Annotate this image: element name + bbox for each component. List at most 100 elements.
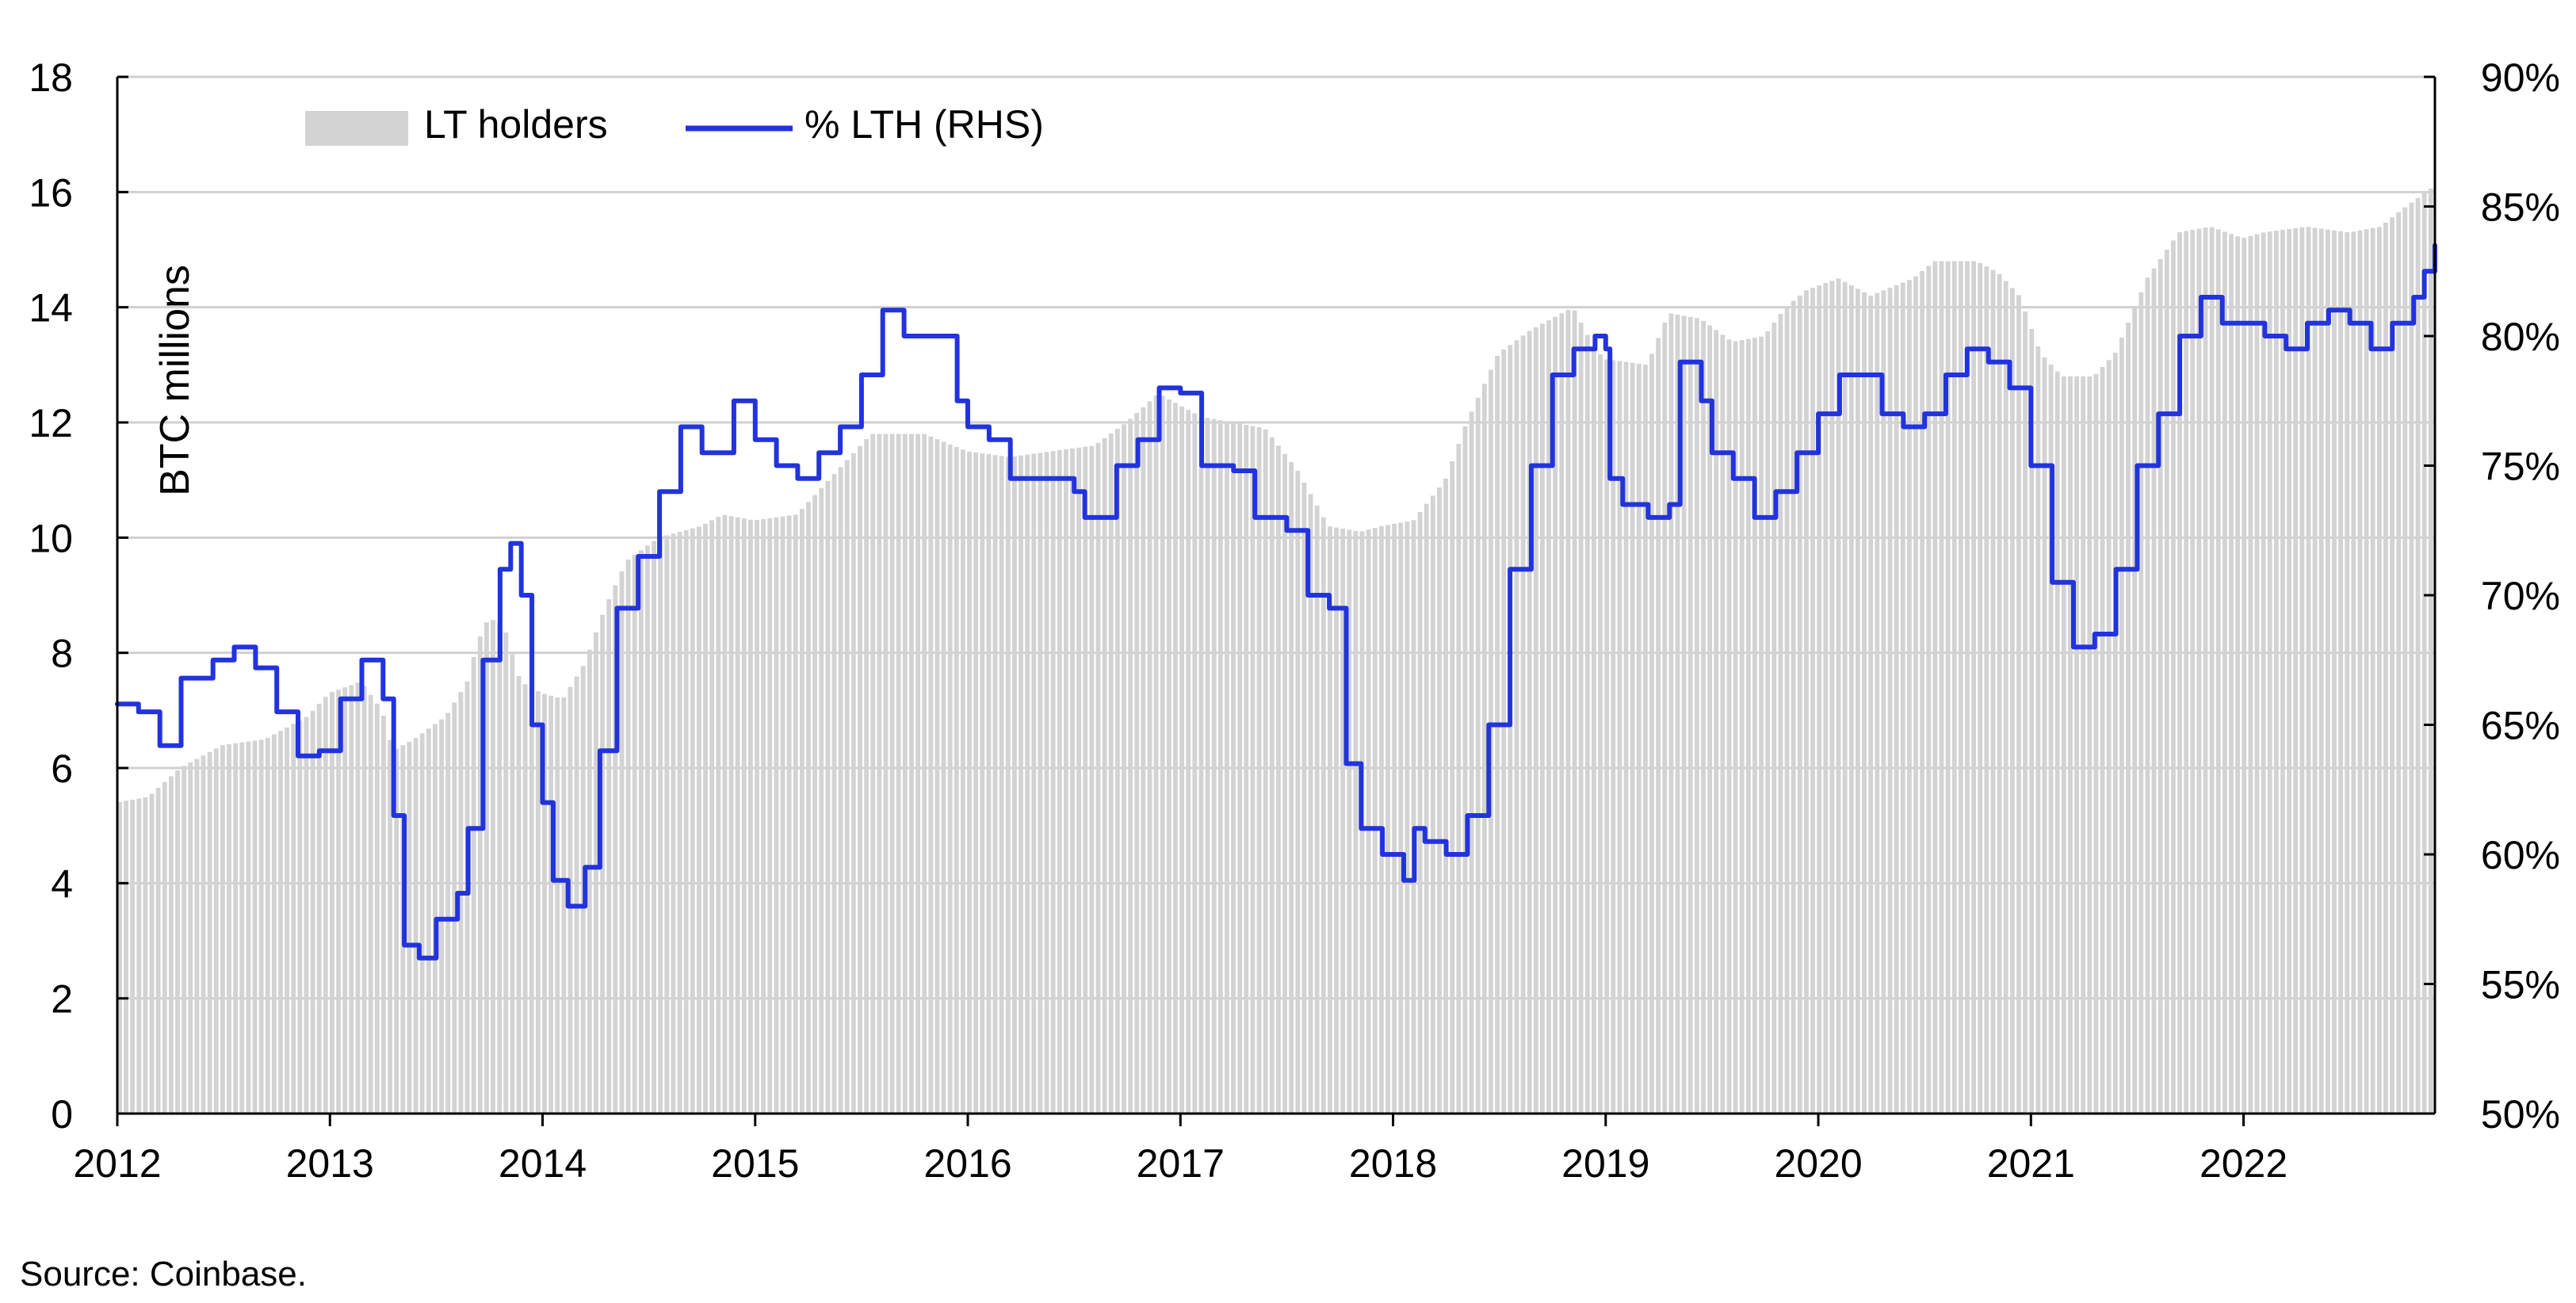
- lt-holders-bar: [1932, 261, 1938, 1114]
- lt-holders-bar: [2112, 353, 2118, 1114]
- lt-holders-bar: [1745, 338, 1751, 1114]
- lt-holders-bar: [136, 798, 142, 1114]
- lt-holders-bar: [1347, 529, 1352, 1114]
- lt-holders-bar: [1114, 429, 1120, 1114]
- lt-holders-bar: [2138, 292, 2144, 1114]
- left-tick-label: 12: [29, 401, 73, 445]
- lt-holders-bar: [471, 657, 476, 1114]
- lt-holders-bar: [477, 636, 483, 1114]
- lt-holders-bar: [883, 434, 889, 1114]
- lt-holders-bar: [831, 474, 837, 1114]
- lt-holders-bar: [999, 456, 1004, 1114]
- lt-holders-bar: [902, 434, 908, 1114]
- lt-holders-bar: [394, 748, 399, 1114]
- lt-holders-bar: [2081, 376, 2086, 1114]
- lt-holders-bar: [2306, 227, 2311, 1114]
- lt-holders-bar: [1739, 340, 1745, 1114]
- lt-holders-bar: [1192, 413, 1198, 1114]
- lt-holders-bar: [1411, 520, 1416, 1114]
- lt-holders-bar: [1263, 429, 1268, 1114]
- lt-holders-bar: [574, 676, 579, 1114]
- lt-holders-bar: [1965, 261, 1970, 1114]
- lt-holders-bar: [1862, 292, 1867, 1114]
- lt-holders-bar: [194, 758, 200, 1114]
- left-tick-label: 0: [51, 1092, 73, 1137]
- lt-holders-bar: [2119, 337, 2124, 1114]
- lt-holders-bar: [2402, 207, 2408, 1114]
- lt-holders-bar: [1038, 453, 1043, 1114]
- lt-holders-bar: [947, 444, 953, 1114]
- lt-holders-bar: [1334, 527, 1339, 1114]
- lt-holders-bar: [1971, 261, 1977, 1114]
- lt-holders-bar: [1572, 310, 1577, 1114]
- lt-holders-bar: [1939, 261, 1944, 1114]
- lt-holders-bar: [1128, 418, 1133, 1114]
- lt-holders-bar: [2009, 288, 2015, 1114]
- x-tick-label: 2016: [923, 1141, 1011, 1186]
- lt-holders-bar: [445, 713, 451, 1114]
- lt-holders-bar: [2332, 230, 2337, 1114]
- lt-holders-bar: [2338, 231, 2344, 1114]
- lt-holders-bar: [992, 455, 998, 1114]
- x-tick-label: 2014: [499, 1141, 587, 1186]
- lt-holders-bar: [1417, 511, 1423, 1114]
- axes: [116, 75, 2436, 1126]
- lt-holders-bar: [2087, 376, 2093, 1114]
- lt-holders-bar: [2016, 295, 2021, 1114]
- x-tick-label: 2017: [1137, 1141, 1225, 1186]
- lt-holders-bar: [1011, 456, 1017, 1114]
- lt-holders-bar: [1295, 471, 1301, 1114]
- lt-holders-bar: [439, 719, 444, 1114]
- lt-holders-bar: [1508, 345, 1513, 1114]
- lt-holders-bar: [162, 781, 167, 1114]
- lt-holders-bar: [638, 550, 644, 1114]
- lt-holders-bar: [188, 762, 193, 1114]
- lt-holders-bar: [1076, 447, 1082, 1114]
- lt-holders-bar: [986, 454, 992, 1114]
- lt-holders-bar: [870, 434, 876, 1114]
- lt-holders-bar: [1244, 425, 1249, 1114]
- lt-holders-bar: [909, 434, 914, 1114]
- lt-holders-bar: [2280, 229, 2285, 1114]
- legend: LT holders % LTH (RHS): [305, 102, 1044, 147]
- lt-holders-bar: [1385, 525, 1390, 1114]
- lt-holders-bar: [2318, 228, 2324, 1114]
- lt-holders-bar: [1848, 285, 1854, 1114]
- lt-holders-bar: [535, 691, 541, 1114]
- lt-holders-bar: [934, 439, 940, 1114]
- lt-holders-bar: [542, 694, 547, 1114]
- lt-holders-bar: [1108, 433, 1114, 1114]
- lt-holders-bar: [1823, 283, 1829, 1114]
- lt-holders-bar: [464, 681, 470, 1114]
- lt-holders-bar: [1205, 418, 1210, 1114]
- lt-holders-bar: [2061, 376, 2066, 1114]
- lt-holders-bar: [755, 520, 759, 1114]
- lt-holders-bar: [2428, 189, 2433, 1114]
- lt-holders-bar: [2157, 258, 2163, 1114]
- lt-holders-bar: [522, 684, 528, 1114]
- lt-holders-bar: [1327, 526, 1332, 1114]
- lt-holders-bar: [741, 518, 747, 1114]
- lt-holders-bar: [330, 692, 334, 1114]
- lt-holders-bar: [683, 529, 689, 1114]
- lt-holders-bar: [677, 532, 682, 1114]
- lt-holders-bar: [1546, 320, 1551, 1114]
- lt-holders-bar: [407, 741, 412, 1114]
- lt-holders-bar: [747, 519, 753, 1114]
- lt-holders-bar: [613, 585, 618, 1114]
- left-tick-label: 8: [51, 632, 73, 676]
- lt-holders-bar: [1533, 327, 1538, 1114]
- lt-holders-bar: [645, 545, 650, 1114]
- lt-holders-bar: [503, 632, 509, 1114]
- lt-holders-bar: [1050, 451, 1056, 1114]
- lt-holders-bar: [310, 710, 315, 1114]
- lt-holders-bar: [155, 788, 161, 1114]
- lt-holders-bar: [1225, 421, 1229, 1114]
- lt-holders-bar: [1887, 288, 1893, 1114]
- lt-holders-bar: [1894, 285, 1899, 1114]
- lt-holders-bar: [1198, 416, 1204, 1114]
- lt-holders-bar: [213, 748, 219, 1114]
- lt-holders-bar: [767, 518, 773, 1114]
- lt-holders-bar: [793, 514, 798, 1114]
